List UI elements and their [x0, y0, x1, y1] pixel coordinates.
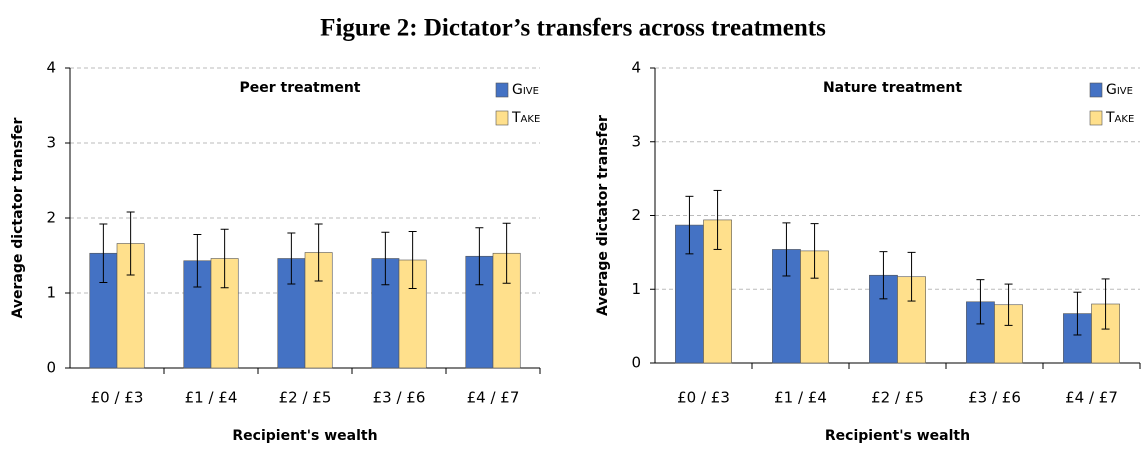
x-tick-label: £3 / £6 — [968, 389, 1021, 407]
y-tick-label: 3 — [46, 134, 56, 152]
x-tick-label: £1 / £4 — [774, 389, 827, 407]
x-tick-label: £0 / £3 — [91, 389, 144, 407]
x-axis-label: Recipient's wealth — [232, 428, 377, 444]
y-tick-label: 3 — [631, 132, 641, 150]
legend-swatch — [495, 82, 509, 98]
x-tick-label: £2 / £5 — [871, 389, 924, 407]
x-tick-label: £1 / £4 — [185, 389, 238, 407]
x-tick-label: £0 / £3 — [677, 389, 730, 407]
x-tick-label: £2 / £5 — [279, 389, 332, 407]
bar — [1063, 313, 1092, 364]
y-tick-label: 4 — [631, 59, 641, 77]
y-tick-label: 0 — [46, 359, 56, 377]
y-tick-label: 0 — [631, 354, 641, 372]
legend-label: Give — [1106, 82, 1133, 98]
panel-title: Nature treatment — [823, 80, 962, 96]
x-tick-label: £3 / £6 — [373, 389, 426, 407]
y-axis-label: Average dictator transfer — [10, 117, 26, 318]
legend-label: Take — [511, 110, 540, 126]
y-tick-label: 4 — [46, 59, 56, 77]
y-axis-label: Average dictator transfer — [595, 115, 611, 316]
x-tick-label: £4 / £7 — [467, 389, 520, 407]
legend-label: Give — [512, 82, 539, 98]
y-tick-label: 1 — [631, 280, 641, 298]
legend-swatch — [1089, 110, 1103, 126]
x-axis-label: Recipient's wealth — [825, 428, 970, 444]
legend-label: Take — [1105, 110, 1134, 126]
panel-title: Peer treatment — [239, 80, 360, 96]
y-tick-label: 1 — [46, 284, 56, 302]
legend-swatch — [1089, 82, 1103, 98]
legend-swatch — [495, 110, 509, 126]
y-tick-label: 2 — [631, 206, 641, 224]
x-tick-label: £4 / £7 — [1065, 389, 1118, 407]
figure-title: Figure 2: Dictator’s transfers across tr… — [320, 15, 826, 42]
y-tick-label: 2 — [46, 209, 56, 227]
